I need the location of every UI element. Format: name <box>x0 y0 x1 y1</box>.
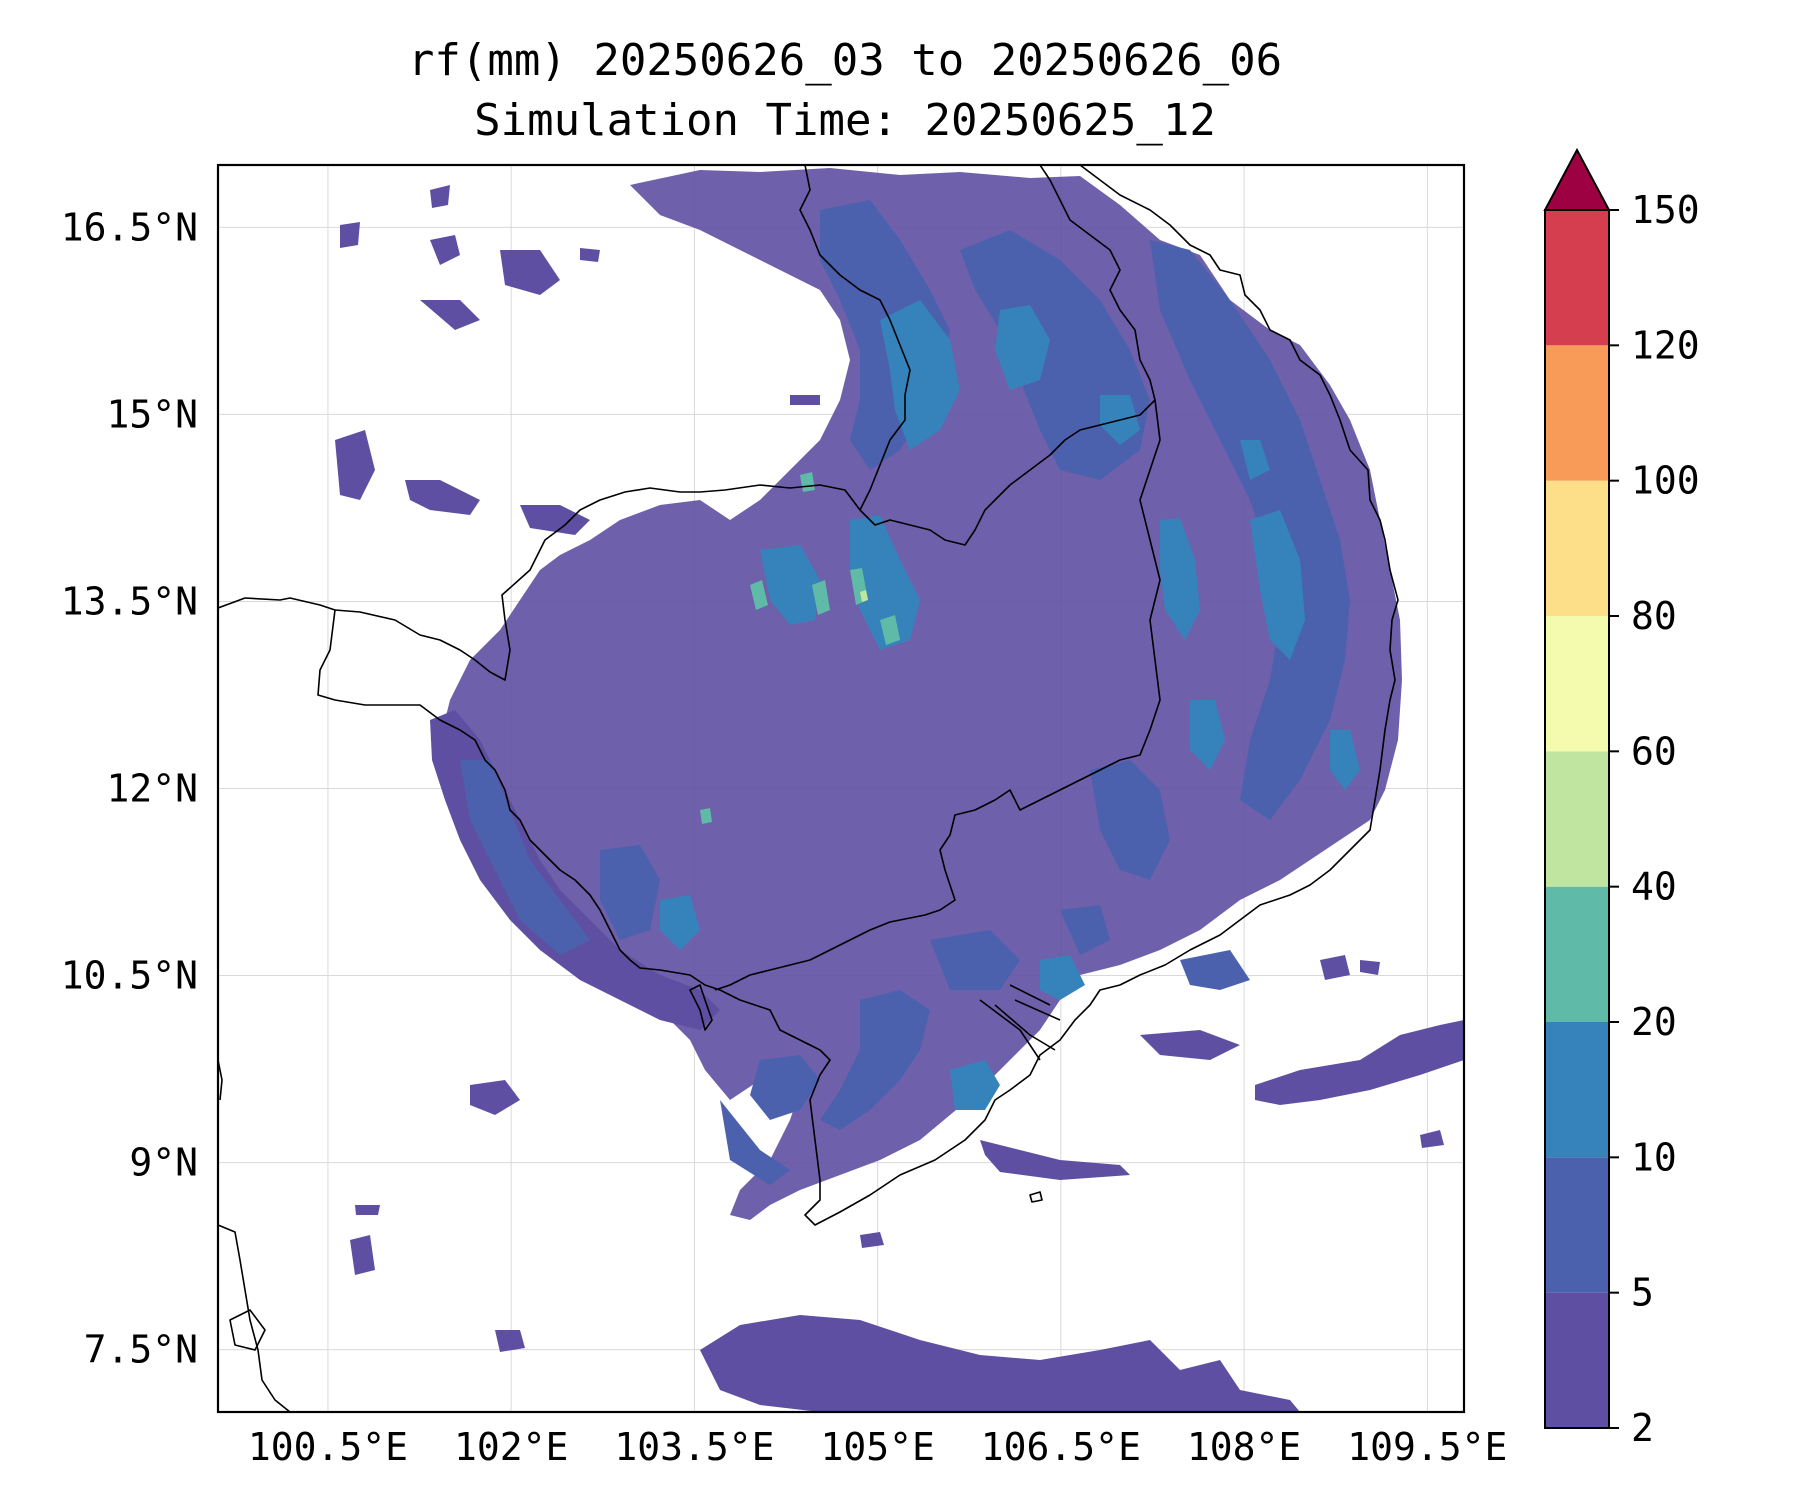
coastline-malaysia-islands <box>229 1309 266 1351</box>
lat-tick-label: 12°N <box>106 767 198 811</box>
colorbar-tick-label: 80 <box>1631 594 1677 638</box>
lon-tick-label: 100.5°E <box>248 1425 408 1469</box>
plot-subtitle: Simulation Time: 20250625_12 <box>474 95 1216 146</box>
lat-tick-label: 16.5°N <box>61 205 198 249</box>
colorbar-tick-label: 20 <box>1631 1000 1677 1044</box>
colorbar-segment <box>1545 1157 1609 1293</box>
lon-tick-label: 108°E <box>1187 1425 1301 1469</box>
lat-tick-label: 15°N <box>106 392 198 436</box>
lon-tick-label: 105°E <box>820 1425 934 1469</box>
map-frame <box>216 163 1466 1414</box>
rain-2-5mm-areas <box>335 168 1464 1412</box>
lat-tick-label: 13.5°N <box>61 579 198 623</box>
longitude-tick-labels: 100.5°E 102°E 103.5°E 105°E 106.5°E 108°E 109.… <box>248 1425 1508 1469</box>
island-phu-quoc <box>689 984 713 1031</box>
colorbar-segment <box>1545 616 1609 752</box>
coastlines-and-borders <box>218 165 1399 1412</box>
colorbar-tick-label: 40 <box>1631 865 1677 909</box>
colorbar-segment <box>1545 886 1609 1022</box>
coastline-mekong-delta-channels <box>979 984 1061 1061</box>
lon-tick-label: 109.5°E <box>1347 1425 1507 1469</box>
lat-tick-label: 10.5°N <box>61 954 198 998</box>
lat-tick-label: 9°N <box>129 1141 198 1185</box>
rain-20-40mm-areas <box>700 472 900 824</box>
border-cambodia-vietnam <box>714 399 1161 991</box>
lon-tick-label: 102°E <box>454 1425 568 1469</box>
coastline-west-malaysia <box>218 1224 291 1412</box>
lon-tick-label: 103.5°E <box>614 1425 774 1469</box>
lat-tick-label: 7.5°N <box>84 1328 198 1372</box>
colorbar: 2 5 10 20 40 60 80 100 120 150 <box>1543 147 1700 1450</box>
colorbar-tick-label: 150 <box>1631 188 1700 232</box>
colorbar-tick-label: 5 <box>1631 1271 1654 1315</box>
colorbar-segment <box>1545 210 1609 346</box>
coastline-gulf-west <box>218 165 1399 1226</box>
colorbar-segment <box>1545 1292 1609 1428</box>
rainfall-field <box>335 168 1464 1412</box>
lon-tick-label: 106.5°E <box>981 1425 1141 1469</box>
colorbar-tick-label: 120 <box>1631 323 1700 367</box>
latitude-tick-labels: 7.5°N 9°N 10.5°N 12°N 13.5°N 15°N 16.5°N <box>61 205 198 1371</box>
colorbar-frame <box>1544 209 1610 1429</box>
border-laos-vietnam <box>1009 165 1156 486</box>
coastline-east-kalimantan-edge <box>218 1059 223 1101</box>
colorbar-segment <box>1545 480 1609 616</box>
colorbar-segment <box>1545 345 1609 481</box>
colorbar-tick-label: 2 <box>1631 1406 1654 1450</box>
island-con-dao <box>1029 1191 1043 1203</box>
colorbar-segment <box>1545 751 1609 887</box>
colorbar-tick-label: 10 <box>1631 1135 1677 1179</box>
map-panel <box>216 163 1466 1414</box>
border-thailand-cambodia <box>334 484 1011 681</box>
rain-40-60mm-areas <box>860 590 868 602</box>
rain-10-20mm-areas <box>660 300 1360 1110</box>
colorbar-tick-label: 60 <box>1631 729 1677 773</box>
border-laos-thailand <box>799 165 911 511</box>
plot-title: rf(mm) 20250626_03 to 20250626_06 <box>407 35 1283 86</box>
colorbar-segment <box>1545 1022 1609 1158</box>
colorbar-extend-triangle <box>1543 147 1611 211</box>
colorbar-tick-label: 100 <box>1631 459 1700 503</box>
